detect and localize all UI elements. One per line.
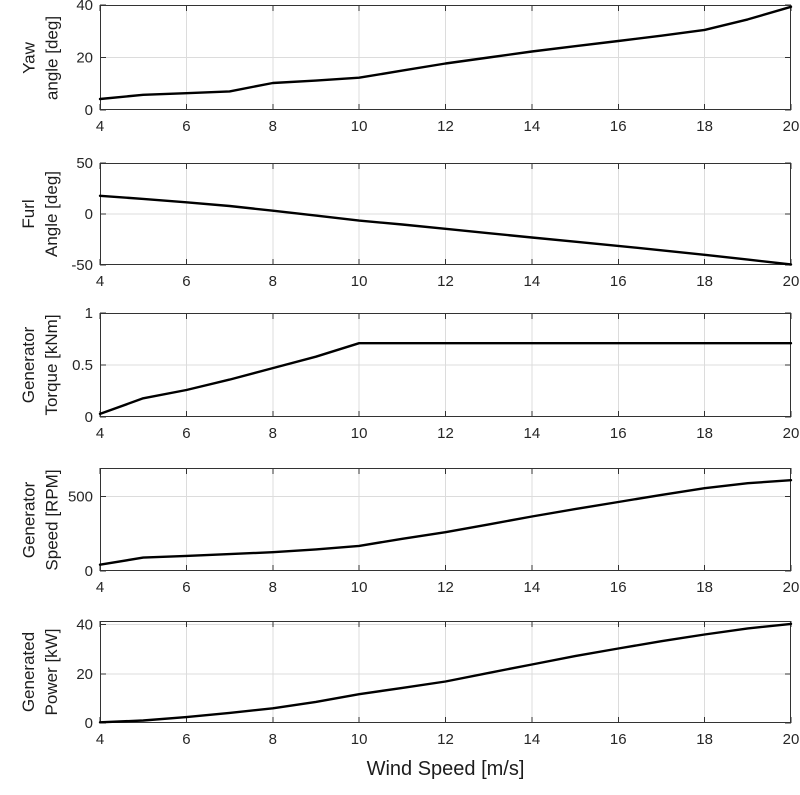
subplot-generated-power: 4 6 8 10 12 14 16 18 20 0 20 40 Generated Power [kW] xyxy=(0,617,800,748)
x-tick-label: 10 xyxy=(351,425,368,442)
chart-svg: 4 6 8 10 12 14 16 18 20 0 20 40 xyxy=(76,617,800,748)
x-tick-label: 4 xyxy=(96,731,104,748)
x-tick-label: 10 xyxy=(351,273,368,290)
x-tick-label: 16 xyxy=(610,273,627,290)
y-axis-label: Furl Angle [deg] xyxy=(17,163,63,265)
y-axis-label: Generator Speed [RPM] xyxy=(17,468,63,571)
x-tick-label: 6 xyxy=(182,273,190,290)
y-tick-label: 50 xyxy=(76,155,93,172)
x-tick-label: 10 xyxy=(351,731,368,748)
y-axis-label-line: Angle [deg] xyxy=(42,171,61,258)
x-tick-label: 12 xyxy=(437,273,454,290)
x-tick-label: 20 xyxy=(783,579,800,596)
subplot-generator-torque: 4 6 8 10 12 14 16 18 20 0 0.5 1 Generator Torque [kNm… xyxy=(0,305,800,442)
x-tick-label: 12 xyxy=(437,425,454,442)
x-tick-label: 14 xyxy=(524,579,541,596)
x-tick-label: 8 xyxy=(269,731,277,748)
x-tick-label: 20 xyxy=(783,273,800,290)
y-axis-label-line: Speed [RPM] xyxy=(42,468,61,571)
x-tick-label: 14 xyxy=(524,425,541,442)
x-tick-label: 6 xyxy=(182,731,190,748)
y-tick-label: 1 xyxy=(85,305,93,322)
y-axis-label-line: Generator xyxy=(19,481,38,558)
y-tick-label: 40 xyxy=(76,617,93,634)
x-tick-label: 8 xyxy=(269,118,277,135)
y-tick-label: 0.5 xyxy=(72,357,93,374)
subplot-generator-speed: 4 6 8 10 12 14 16 18 20 0 500 Generator Speed [RPM] xyxy=(0,467,800,596)
y-axis-label: Yaw angle [deg] xyxy=(17,5,63,110)
x-tick-label: 14 xyxy=(524,118,541,135)
data-curve xyxy=(98,478,793,566)
y-axis-label-line: Power [kW] xyxy=(42,628,61,716)
x-tick-label: 4 xyxy=(96,425,104,442)
x-tick-label: 6 xyxy=(182,579,190,596)
x-tick-label: 4 xyxy=(96,579,104,596)
x-tick-label: 18 xyxy=(696,579,713,596)
y-tick-label: 500 xyxy=(68,488,93,505)
y-tick-label: 0 xyxy=(85,409,93,426)
x-axis-label: Wind Speed [m/s] xyxy=(366,758,525,780)
x-tick-label: 16 xyxy=(610,579,627,596)
x-tick-label: 10 xyxy=(351,579,368,596)
y-axis-label-line: Furl xyxy=(19,199,38,229)
x-tick-label: 18 xyxy=(696,731,713,748)
subplot-furl-angle: 4 6 8 10 12 14 16 18 20 -50 0 50 Furl Angle [deg] xyxy=(0,155,800,290)
x-tick-label: 16 xyxy=(610,425,627,442)
y-tick-label: 0 xyxy=(85,206,93,223)
x-tick-label: 12 xyxy=(437,731,454,748)
subplot-yaw-angle: 4 6 8 10 12 14 16 18 20 0 20 40 Yaw angle [deg] xyxy=(0,0,800,135)
y-axis-label-line: Torque [kNm] xyxy=(42,314,61,416)
x-tick-label: 14 xyxy=(524,731,541,748)
x-tick-label: 20 xyxy=(783,425,800,442)
y-axis-label-line: Yaw xyxy=(19,41,38,74)
y-tick-label: 20 xyxy=(76,50,93,67)
y-tick-label: 40 xyxy=(76,0,93,14)
y-tick-label: 0 xyxy=(85,563,93,580)
x-tick-label: 12 xyxy=(437,118,454,135)
data-curve xyxy=(98,5,793,101)
chart-svg: 4 6 8 10 12 14 16 18 20 0 0.5 1 xyxy=(72,305,800,442)
x-tick-label: 12 xyxy=(437,579,454,596)
data-curve xyxy=(98,622,793,724)
x-tick-label: 8 xyxy=(269,273,277,290)
y-axis-label-line: Generated xyxy=(19,631,38,713)
chart-svg: 4 6 8 10 12 14 16 18 20 0 20 40 xyxy=(76,0,800,135)
chart-svg: 4 6 8 10 12 14 16 18 20 0 500 xyxy=(68,467,800,596)
x-tick-label: 10 xyxy=(351,118,368,135)
x-tick-label: 20 xyxy=(783,731,800,748)
x-tick-label: 8 xyxy=(269,425,277,442)
data-curve xyxy=(98,342,793,416)
x-tick-label: 6 xyxy=(182,425,190,442)
x-tick-label: 18 xyxy=(696,118,713,135)
x-tick-label: 18 xyxy=(696,273,713,290)
y-axis-label: Generator Torque [kNm] xyxy=(17,313,63,417)
y-axis-label-line: Generator xyxy=(19,326,38,404)
x-tick-label: 18 xyxy=(696,425,713,442)
x-tick-label: 16 xyxy=(610,118,627,135)
y-axis-label: Generated Power [kW] xyxy=(17,621,63,723)
x-tick-label: 4 xyxy=(96,118,104,135)
data-curve xyxy=(98,194,793,266)
chart-svg: 4 6 8 10 12 14 16 18 20 -50 0 50 xyxy=(71,155,800,290)
x-tick-label: 4 xyxy=(96,273,104,290)
y-axis-label-line: angle [deg] xyxy=(42,15,61,100)
x-tick-label: 20 xyxy=(783,118,800,135)
y-tick-label: 0 xyxy=(85,715,93,732)
x-tick-label: 8 xyxy=(269,579,277,596)
x-tick-label: 6 xyxy=(182,118,190,135)
y-tick-label: 0 xyxy=(85,102,93,119)
y-tick-label: -50 xyxy=(71,257,93,274)
x-tick-label: 16 xyxy=(610,731,627,748)
x-tick-label: 14 xyxy=(524,273,541,290)
y-tick-label: 20 xyxy=(76,666,93,683)
